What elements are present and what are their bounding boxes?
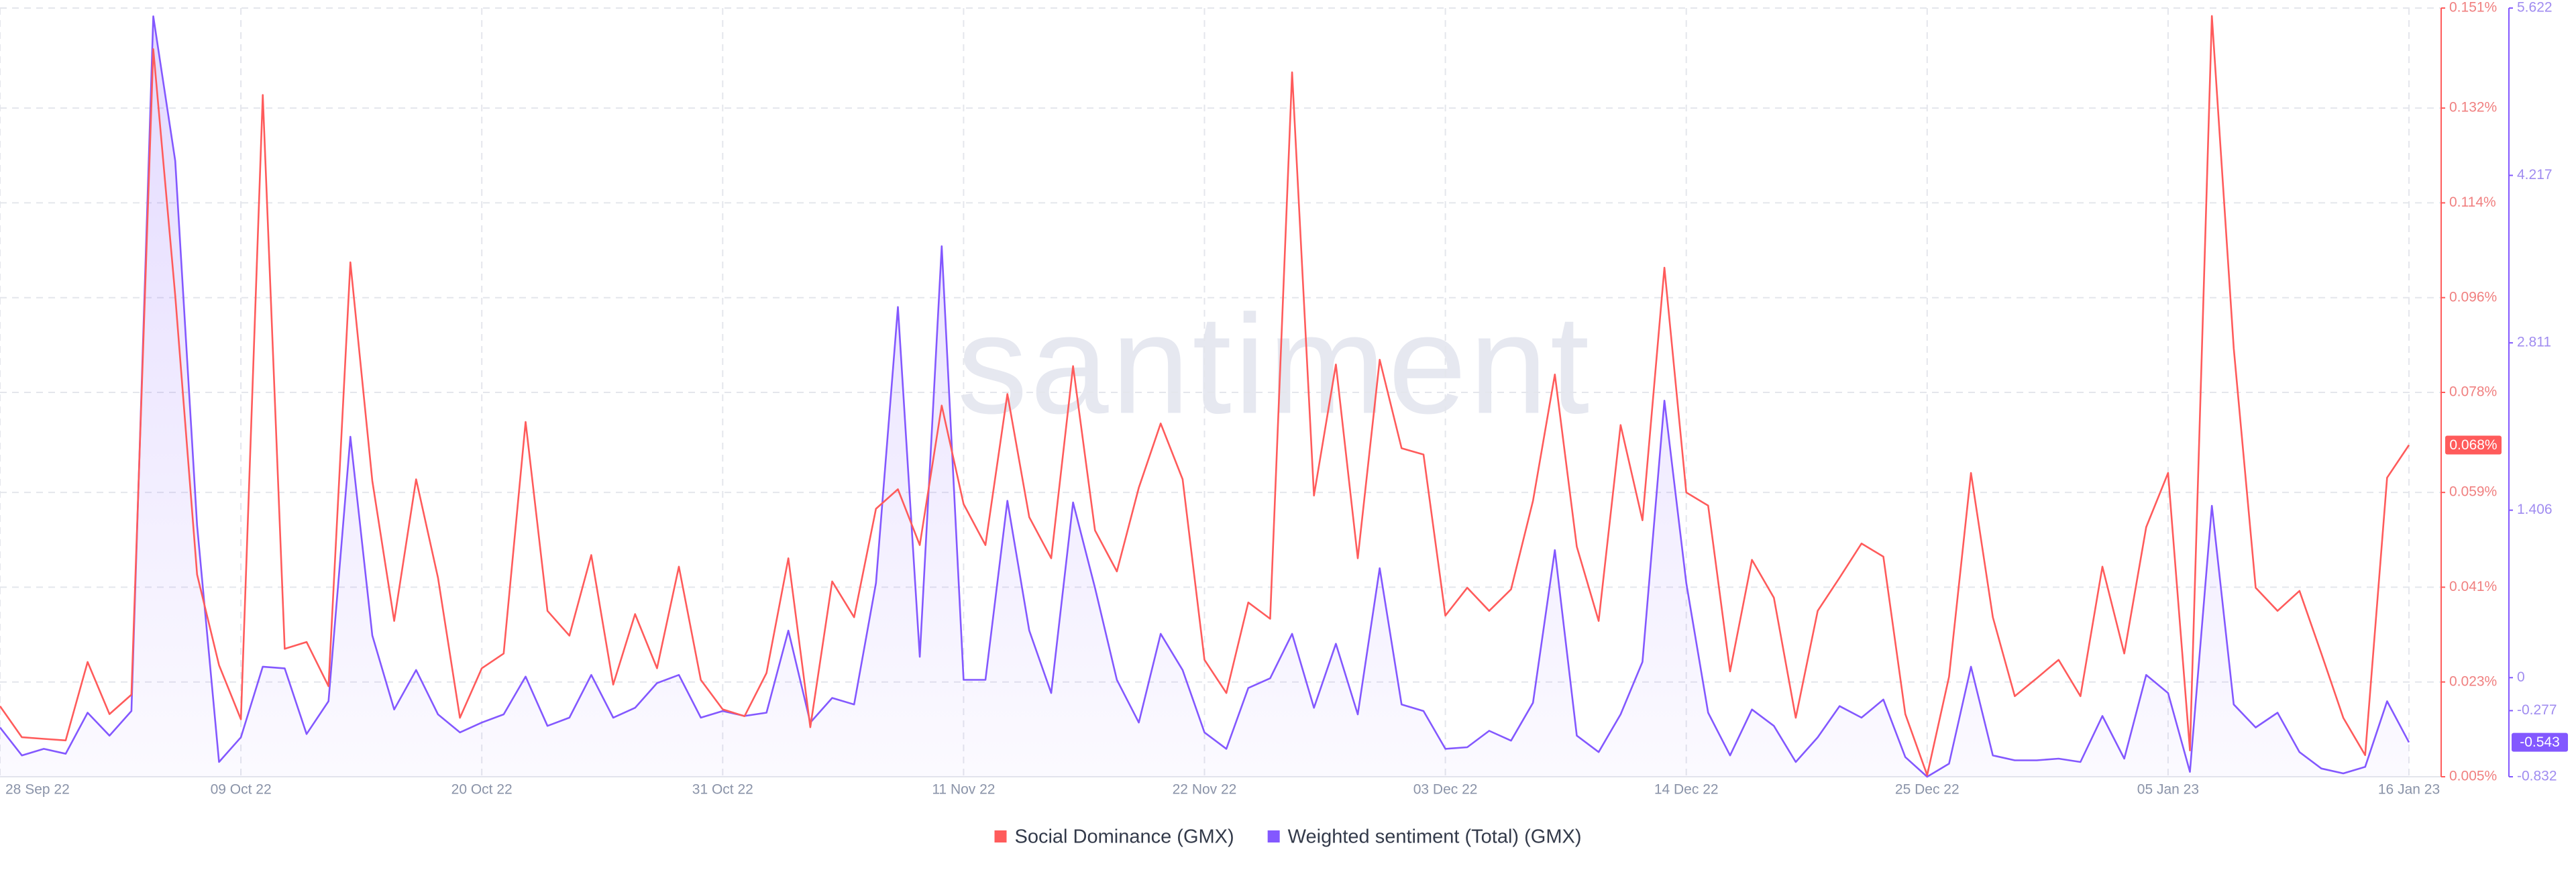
x-tick-label: 09 Oct 22 (211, 782, 272, 798)
y-tick-label: 0.005% (2449, 769, 2497, 784)
x-tick-label: 22 Nov 22 (1173, 782, 1237, 798)
y2-tick-label: 1.406 (2517, 502, 2553, 517)
y2-tick-label: 5.622 (2517, 0, 2553, 15)
y2-tick-label: 4.217 (2517, 167, 2553, 182)
series-line (0, 15, 2410, 778)
y-tick-label: 0.114% (2449, 195, 2496, 210)
x-tick-label: 14 Dec 22 (1654, 782, 1719, 798)
y-tick-label: 0.023% (2449, 673, 2497, 689)
y2-tick-label: 2.811 (2517, 335, 2551, 350)
value-badge (2512, 732, 2568, 752)
legend-swatch (1267, 830, 1280, 842)
y-tick-label: 0.151% (2449, 0, 2497, 15)
legend-label: Social Dominance (GMX) (1015, 826, 1234, 848)
y-tick-label: 0.078% (2449, 384, 2497, 400)
y-tick-label: 0.041% (2449, 579, 2497, 594)
x-tick-label: 31 Oct 22 (692, 782, 753, 798)
x-tick-label: 11 Nov 22 (932, 782, 995, 798)
y2-tick-label: -0.277 (2517, 702, 2557, 718)
value-badge-label: 0.068% (2449, 437, 2497, 453)
value-badge (2445, 435, 2502, 455)
series-line (0, 15, 2410, 776)
x-tick-label: 05 Jan 23 (2137, 782, 2199, 798)
watermark: santiment (957, 285, 1592, 443)
y-tick-label: 0.096% (2449, 289, 2497, 305)
y2-tick-label: -0.832 (2517, 769, 2557, 784)
x-tick-label: 16 Jan 23 (2378, 782, 2440, 798)
y-tick-label: 0.059% (2449, 484, 2497, 500)
y-tick-label: 0.132% (2449, 100, 2497, 115)
x-tick-label: 20 Oct 22 (451, 782, 513, 798)
legend: Social Dominance (GMX) Weighted sentiment… (994, 826, 1582, 848)
x-tick-label: 03 Dec 22 (1413, 782, 1478, 798)
legend-swatch (994, 830, 1007, 842)
value-badge-label: -0.543 (2520, 734, 2560, 750)
x-tick-label: 25 Dec 22 (1895, 782, 1960, 798)
x-tick-label: 28 Sep 22 (5, 782, 70, 798)
area-fill (0, 16, 2409, 777)
y2-tick-label: 0 (2517, 669, 2525, 685)
legend-label: Weighted sentiment (Total) (GMX) (1288, 826, 1582, 848)
